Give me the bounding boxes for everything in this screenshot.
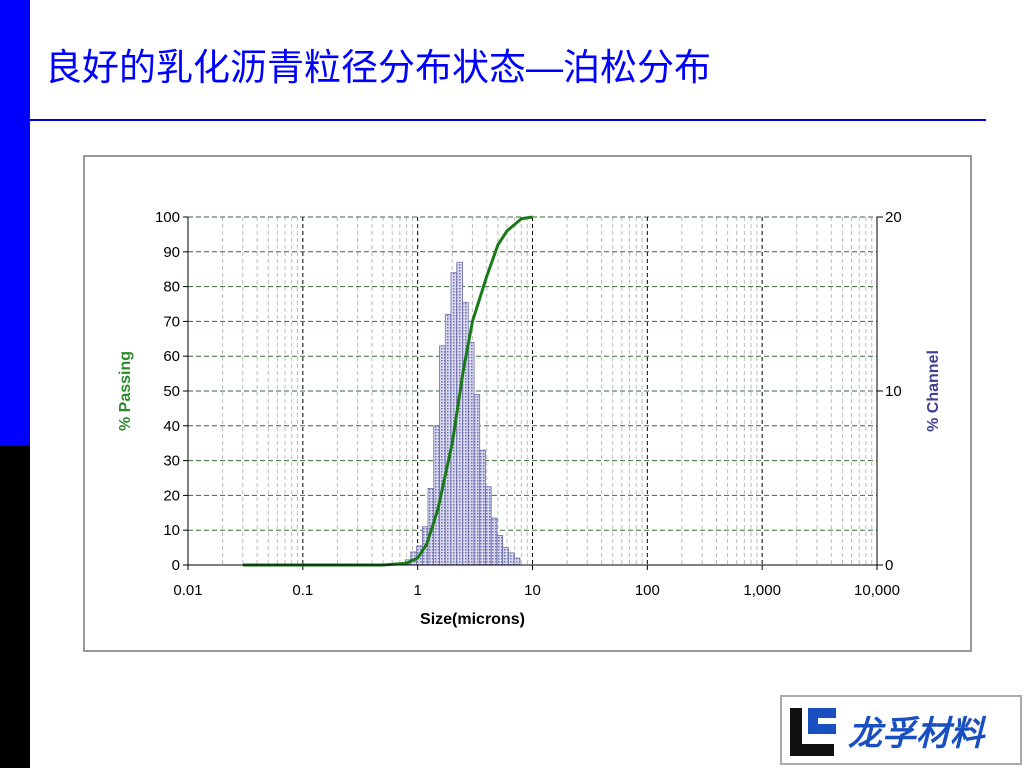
x-tick-label: 10,000 <box>854 582 900 599</box>
y2-tick-label: 20 <box>885 209 902 226</box>
y-tick-label: 100 <box>155 209 180 226</box>
histogram-bar <box>433 425 440 566</box>
histogram-bar <box>485 486 492 566</box>
y-tick-label: 40 <box>163 418 180 435</box>
histogram-bar <box>467 341 475 566</box>
logo-icon <box>790 708 834 756</box>
y-tick-label: 60 <box>163 348 180 365</box>
x-axis-label: Size(microns) <box>420 611 525 628</box>
x-tick-label: 10 <box>524 582 541 599</box>
histogram-bar <box>444 314 452 566</box>
y2-tick-label: 0 <box>885 557 893 574</box>
y-tick-label: 10 <box>163 522 180 539</box>
histogram-bar <box>513 557 521 566</box>
side-bar-blue <box>0 0 30 446</box>
histogram-bar <box>490 517 498 566</box>
logo-text: 龙孚材料 <box>848 715 987 753</box>
histogram-bar <box>496 535 504 566</box>
histogram-bar <box>502 547 509 566</box>
y-tick-label: 0 <box>172 557 180 574</box>
y-tick-label: 50 <box>163 383 180 400</box>
y-tick-label: 30 <box>163 453 180 470</box>
histogram-bar <box>473 394 481 566</box>
logo-icon-inner <box>808 708 836 734</box>
slide-title: 良好的乳化沥青粒径分布状态—泊松分布 <box>45 47 711 88</box>
y-tick-label: 20 <box>163 487 180 504</box>
histogram-bar <box>439 345 446 566</box>
y2-tick-label: 10 <box>885 383 902 400</box>
chart-frame <box>83 155 972 652</box>
x-tick-label: 100 <box>635 582 660 599</box>
side-bar-black <box>0 446 30 768</box>
x-tick-label: 0.01 <box>173 582 202 599</box>
histogram-bar <box>479 449 486 566</box>
y-tick-label: 90 <box>163 244 180 261</box>
y2-axis-label: % Channel <box>925 350 942 432</box>
passing-line <box>242 215 533 567</box>
x-tick-label: 1,000 <box>743 582 781 599</box>
y-tick-label: 70 <box>163 313 180 330</box>
y-axis-label: % Passing <box>117 351 134 431</box>
histogram-bar <box>508 552 515 566</box>
x-tick-label: 1 <box>413 582 421 599</box>
x-tick-label: 0.1 <box>292 582 313 599</box>
y-tick-label: 80 <box>163 279 180 296</box>
